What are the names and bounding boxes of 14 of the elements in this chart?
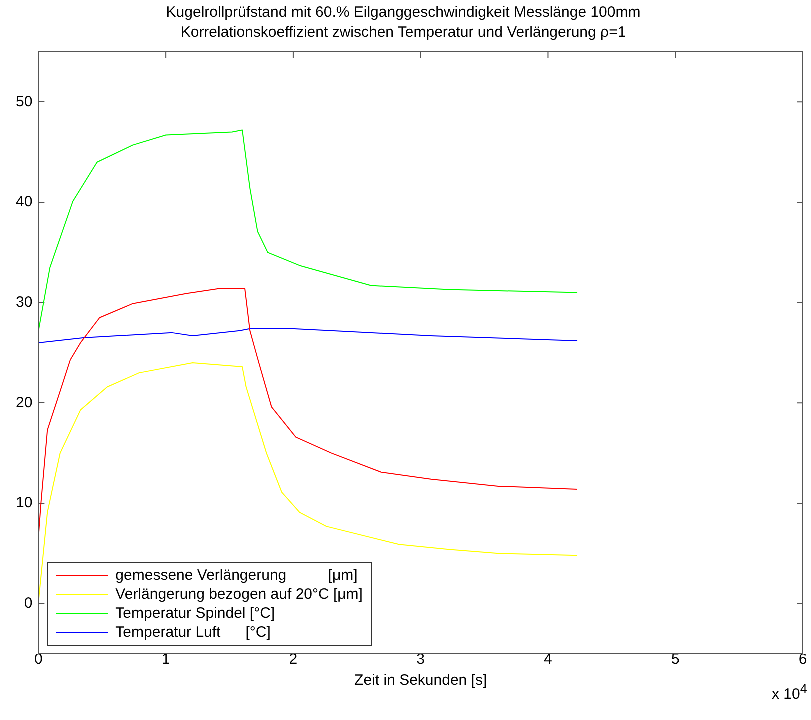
legend-label: Temperatur Spindel [°C] — [116, 605, 276, 622]
y-tick-label: 10 — [16, 494, 33, 512]
y-tick-label: 40 — [16, 194, 33, 211]
y-tick-label: 0 — [24, 594, 33, 612]
y-tick-label: 20 — [16, 394, 33, 412]
text: x 10$^{4}$ — [772, 682, 808, 703]
legend-label: gemessene Verlängerung [μm] — [116, 567, 358, 584]
y-tick-label: 30 — [16, 294, 33, 311]
x-axis-title: Zeit in Sekunden [s] — [354, 672, 488, 690]
y-tick-label: 50 — [16, 93, 33, 110]
chart-title: Kugelrollprüfstand mit 60.% Eilganggeschwindigkeit Messlänge 100mm — [166, 4, 641, 22]
legend-label: Verlängerung bezogen auf 20°C [μm] — [116, 586, 363, 603]
chart-subtitle: Korrelationskoeffizient zwischen Temperatur und Verlängerung ρ=1 — [180, 24, 626, 42]
legend-label: Temperatur Luft [°C] — [116, 624, 271, 641]
